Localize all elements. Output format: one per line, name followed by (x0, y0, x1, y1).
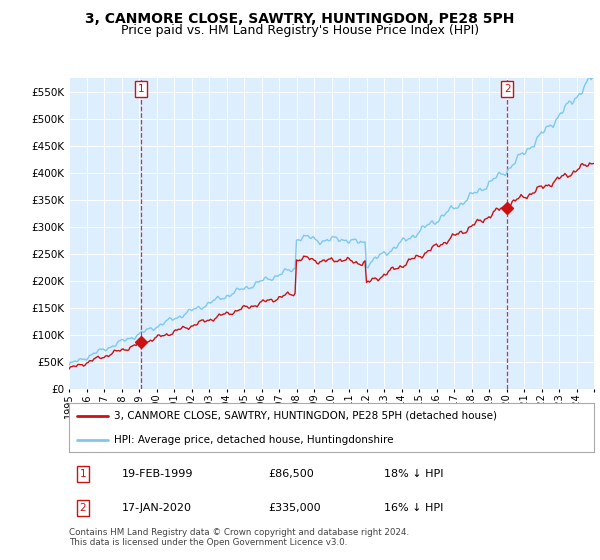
Text: £86,500: £86,500 (269, 469, 314, 479)
Text: HPI: Average price, detached house, Huntingdonshire: HPI: Average price, detached house, Hunt… (113, 435, 393, 445)
Text: 19-FEB-1999: 19-FEB-1999 (121, 469, 193, 479)
Text: 2: 2 (79, 503, 86, 514)
Text: 16% ↓ HPI: 16% ↓ HPI (384, 503, 443, 514)
Text: 17-JAN-2020: 17-JAN-2020 (121, 503, 191, 514)
Text: 1: 1 (138, 84, 145, 94)
Text: Price paid vs. HM Land Registry's House Price Index (HPI): Price paid vs. HM Land Registry's House … (121, 24, 479, 36)
Text: 18% ↓ HPI: 18% ↓ HPI (384, 469, 443, 479)
Text: 3, CANMORE CLOSE, SAWTRY, HUNTINGDON, PE28 5PH: 3, CANMORE CLOSE, SAWTRY, HUNTINGDON, PE… (85, 12, 515, 26)
Text: 1: 1 (79, 469, 86, 479)
Text: 2: 2 (504, 84, 511, 94)
Text: 3, CANMORE CLOSE, SAWTRY, HUNTINGDON, PE28 5PH (detached house): 3, CANMORE CLOSE, SAWTRY, HUNTINGDON, PE… (113, 410, 497, 421)
Text: £335,000: £335,000 (269, 503, 321, 514)
Text: Contains HM Land Registry data © Crown copyright and database right 2024.
This d: Contains HM Land Registry data © Crown c… (69, 528, 409, 547)
